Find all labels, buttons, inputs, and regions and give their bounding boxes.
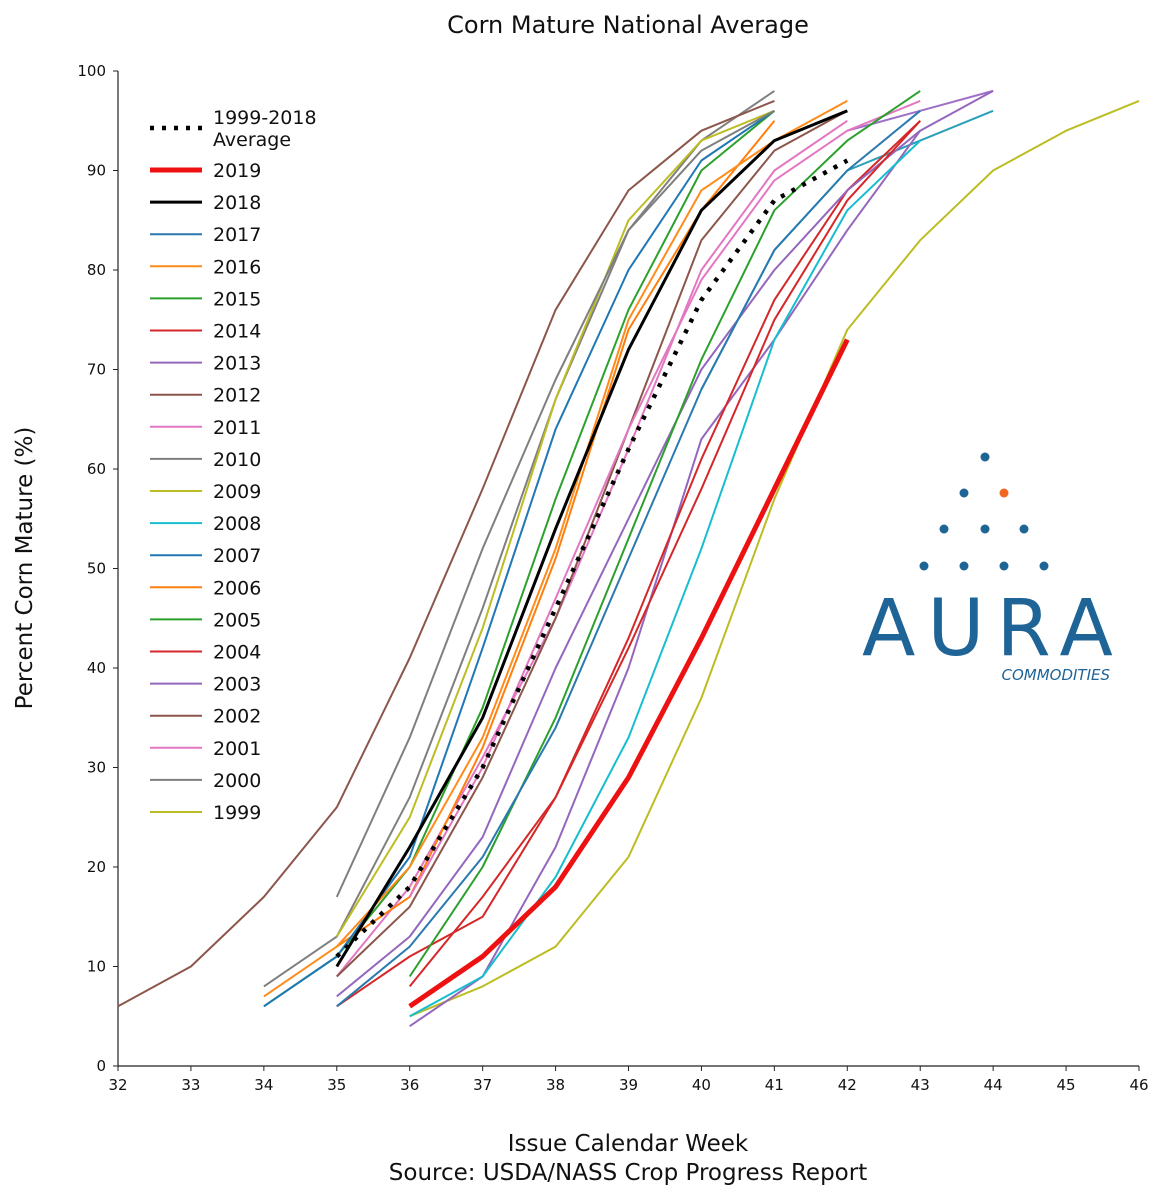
logo-accent-dot [999, 488, 1009, 498]
legend-label-1999-2018: 1999-2018 Average [213, 107, 317, 151]
series-line-2007 [263, 109, 775, 1008]
series-line-2009 [335, 109, 775, 938]
series-line-2017 [336, 110, 921, 1008]
series-line-2019 [408, 338, 850, 1009]
series-line-2016 [263, 100, 848, 998]
logo-dot [959, 488, 969, 498]
legend-label-2004: 2004 [213, 642, 261, 664]
y-tick-label: 0 [96, 1057, 106, 1075]
legend-label-2014: 2014 [213, 321, 261, 343]
series-line-extra-0 [700, 109, 994, 390]
y-tick-label: 90 [87, 162, 106, 180]
x-tick-label: 38 [546, 1076, 565, 1094]
logo-dot [1039, 561, 1049, 571]
chart-title: Corn Mature National Average [447, 11, 809, 39]
logo-dot [919, 561, 929, 571]
series-line-2011 [408, 99, 921, 898]
series-line-2003 [409, 90, 994, 1028]
series-line-2014 [336, 120, 921, 1008]
series-line-1999-2018 [335, 158, 849, 959]
y-tick-label: 20 [87, 858, 106, 876]
logo-dot [1019, 524, 1029, 534]
logo-wordmark: AURA [862, 584, 1125, 674]
y-tick-label: 80 [87, 261, 106, 279]
x-tick-label: 45 [1057, 1076, 1076, 1094]
axes: 0 10 20 30 40 50 60 70 80 90 100 32 33 34 35 36 37 38 39 40… [77, 62, 1148, 1094]
x-tick-label: 35 [327, 1076, 346, 1094]
x-tick-label: 46 [1129, 1076, 1148, 1094]
series-line-2015 [408, 90, 921, 978]
aura-logo: AURA COMMODITIES [862, 452, 1125, 684]
series-layer [117, 89, 1140, 1028]
series-line-2010 [335, 109, 775, 898]
legend-label-2018: 2018 [213, 192, 261, 214]
x-axis-label: Issue Calendar Week [508, 1131, 749, 1157]
x-tick-label: 44 [984, 1076, 1003, 1094]
x-tick-label: 39 [619, 1076, 638, 1094]
series-line-2018 [335, 109, 848, 968]
x-tick-label: 36 [400, 1076, 419, 1094]
series-line-2012 [117, 99, 775, 1008]
legend-label-2017: 2017 [213, 224, 261, 246]
legend-label-2006: 2006 [213, 577, 261, 599]
legend-label-1999: 1999 [213, 802, 261, 824]
logo-dot [939, 524, 949, 534]
legend-label-2000: 2000 [213, 770, 261, 792]
y-tick-label: 100 [77, 62, 106, 80]
series-line-2004 [408, 120, 921, 988]
logo-dot [980, 524, 990, 534]
series-line-2006 [336, 120, 776, 948]
legend-label-2003: 2003 [213, 674, 261, 696]
x-tick-label: 42 [838, 1076, 857, 1094]
legend-label-2019: 2019 [213, 160, 261, 182]
y-tick-label: 10 [87, 958, 106, 976]
y-tick-label: 40 [87, 659, 106, 677]
series-line-2001 [336, 119, 848, 978]
legend-label-2015: 2015 [213, 288, 261, 310]
series-line-2013 [336, 129, 921, 998]
legend: 1999-2018 Average 2019 2018 2017 2016 2015 2014… [150, 107, 317, 824]
legend-label-2005: 2005 [213, 609, 261, 631]
y-tick-label: 70 [87, 361, 106, 379]
logo-dot [980, 452, 990, 462]
legend-label-2007: 2007 [213, 545, 261, 567]
logo-dot [959, 561, 969, 571]
series-line-2000 [263, 90, 775, 988]
x-tick-label: 34 [254, 1076, 273, 1094]
legend-label-2001: 2001 [213, 738, 261, 760]
x-tick-label: 37 [473, 1076, 492, 1094]
legend-label-2016: 2016 [213, 256, 261, 278]
logo-subtitle: COMMODITIES [1001, 666, 1110, 684]
x-tick-label: 43 [911, 1076, 930, 1094]
source-label: Source: USDA/NASS Crop Progress Report [389, 1160, 867, 1186]
series-line-2008 [409, 139, 921, 1018]
y-tick-label: 30 [87, 759, 106, 777]
x-tick-label: 41 [765, 1076, 784, 1094]
legend-label-2010: 2010 [213, 449, 261, 471]
y-axis-label: Percent Corn Mature (%) [12, 427, 38, 710]
legend-label-2011: 2011 [213, 417, 261, 439]
x-tick-label: 40 [692, 1076, 711, 1094]
x-tick-label: 32 [108, 1076, 127, 1094]
x-tick-label: 33 [181, 1076, 200, 1094]
y-tick-label: 60 [87, 460, 106, 478]
legend-label-2013: 2013 [213, 353, 261, 375]
legend-label-2012: 2012 [213, 385, 261, 407]
logo-dot [999, 561, 1009, 571]
legend-label-2002: 2002 [213, 706, 261, 728]
series-line-1999 [409, 99, 1140, 1018]
legend-label-2008: 2008 [213, 513, 261, 535]
legend-label-2009: 2009 [213, 481, 261, 503]
logo-dots [919, 452, 1049, 571]
y-tick-label: 50 [87, 560, 106, 578]
